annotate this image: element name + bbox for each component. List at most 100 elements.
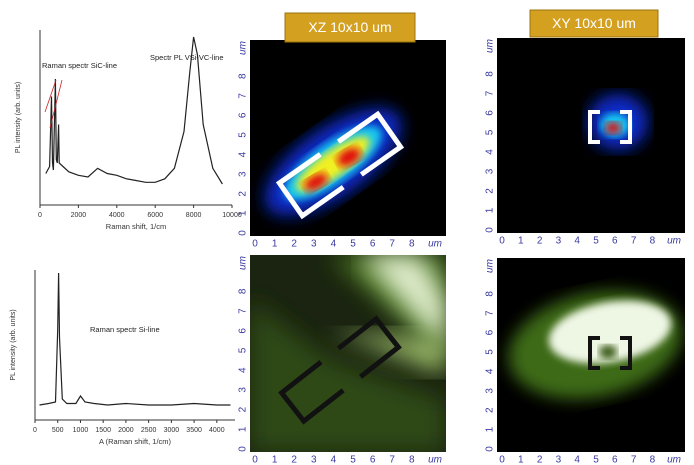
y-tick-label: 5 — [485, 349, 496, 355]
y-axis-label: PL intensity (arb. units) — [15, 82, 22, 153]
x-tick-label: 1 — [518, 455, 524, 465]
y-tick-label: 6 — [485, 329, 496, 335]
x-tick-label: 8 — [409, 239, 415, 250]
x-tick-label: 2 — [291, 239, 297, 250]
y-tick-label: 8 — [485, 291, 496, 297]
x-tick-label: 6000 — [147, 212, 163, 219]
x-axis-label: A (Raman shift, 1/cm) — [99, 437, 172, 446]
x-tick-label: 4 — [574, 455, 580, 465]
x-tick-label: 2000 — [118, 427, 134, 434]
y-tick-label: 8 — [238, 73, 249, 79]
x-tick-label: 3 — [556, 236, 562, 247]
x-tick-label: 4 — [331, 239, 337, 250]
x-tick-label: 1 — [518, 236, 524, 247]
y-tick-label: 7 — [238, 93, 249, 99]
y-axis-label: um — [485, 39, 496, 53]
x-tick-label: 0 — [38, 212, 42, 219]
y-tick-label: 4 — [485, 368, 496, 374]
y-tick-label: 2 — [485, 407, 496, 413]
y-tick-label: 2 — [485, 188, 496, 194]
x-tick-label: 3 — [311, 239, 317, 250]
y-tick-label: 0 — [485, 227, 496, 233]
panel-title: XZ 10x10 um — [308, 19, 391, 35]
x-tick-label: 3500 — [186, 427, 202, 434]
y-tick-label: 8 — [485, 71, 496, 77]
y-tick-label: 1 — [238, 426, 249, 432]
y-tick-label: 7 — [485, 310, 496, 316]
xz-pl-map — [248, 40, 446, 236]
x-tick-label: 5 — [350, 239, 356, 250]
figure: 0200040006000800010000Raman shift, 1/cmP… — [0, 0, 694, 465]
x-tick-label: 500 — [52, 427, 64, 434]
x-axis-label: um — [428, 455, 442, 465]
x-tick-label: 5 — [593, 455, 599, 465]
x-tick-label: 1000 — [73, 427, 89, 434]
xz-raman-map — [250, 255, 446, 452]
annotation: Raman spectr Si-line — [90, 325, 160, 334]
y-tick-label: 6 — [238, 112, 249, 118]
x-tick-label: 7 — [389, 239, 395, 250]
x-tick-label: 4000 — [209, 427, 225, 434]
spectrum-line — [40, 273, 231, 405]
y-tick-label: 0 — [485, 446, 496, 452]
y-tick-label: 6 — [485, 110, 496, 116]
x-tick-label: 6 — [612, 236, 618, 247]
panel-title: XY 10x10 um — [552, 15, 636, 31]
x-tick-label: 3000 — [164, 427, 180, 434]
xy-raman-map — [497, 258, 692, 452]
y-axis-label: um — [485, 259, 496, 273]
y-tick-label: 1 — [238, 210, 249, 216]
x-tick-label: 4000 — [109, 212, 125, 219]
x-tick-label: 2000 — [71, 212, 87, 219]
x-tick-label: 6 — [370, 455, 376, 465]
y-tick-label: 5 — [238, 132, 249, 138]
xy-pl-map — [497, 38, 685, 233]
x-axis-label: Raman shift, 1/cm — [106, 222, 166, 231]
x-axis-label: um — [667, 236, 681, 247]
y-tick-label: 7 — [485, 90, 496, 96]
y-tick-label: 7 — [238, 308, 249, 314]
annotation: Spectr PL VSi-VC-line — [150, 53, 224, 62]
x-tick-label: 0 — [499, 455, 505, 465]
x-tick-label: 4 — [574, 236, 580, 247]
x-tick-label: 7 — [389, 455, 395, 465]
x-tick-label: 2 — [537, 236, 543, 247]
y-tick-label: 0 — [238, 230, 249, 236]
x-tick-label: 7 — [631, 455, 637, 465]
y-tick-label: 3 — [485, 168, 496, 174]
y-tick-label: 8 — [238, 288, 249, 294]
x-tick-label: 2500 — [141, 427, 157, 434]
x-axis-label: um — [667, 455, 681, 465]
y-axis-label: um — [238, 256, 249, 270]
y-tick-label: 1 — [485, 426, 496, 432]
x-axis-label: um — [428, 239, 442, 250]
y-tick-label: 4 — [238, 367, 249, 373]
y-tick-label: 0 — [238, 446, 249, 452]
y-tick-label: 4 — [238, 151, 249, 157]
x-tick-label: 8 — [409, 455, 415, 465]
y-axis-label: PL intensity (arb. units) — [10, 309, 17, 380]
x-tick-label: 1 — [272, 455, 278, 465]
x-tick-label: 8 — [650, 455, 656, 465]
y-tick-label: 3 — [238, 171, 249, 177]
y-tick-label: 5 — [238, 347, 249, 353]
x-tick-label: 2 — [291, 455, 297, 465]
x-tick-label: 3 — [556, 455, 562, 465]
annotation: Raman spectr SiC-line — [42, 61, 117, 70]
x-tick-label: 1 — [272, 239, 278, 250]
y-tick-label: 2 — [238, 406, 249, 412]
x-tick-label: 1500 — [95, 427, 111, 434]
y-tick-label: 3 — [238, 387, 249, 393]
x-tick-label: 6 — [612, 455, 618, 465]
y-tick-label: 6 — [238, 328, 249, 334]
y-tick-label: 3 — [485, 388, 496, 394]
x-tick-label: 8000 — [186, 212, 202, 219]
x-tick-label: 0 — [499, 236, 505, 247]
x-tick-label: 6 — [370, 239, 376, 250]
x-tick-label: 5 — [593, 236, 599, 247]
x-tick-label: 8 — [650, 236, 656, 247]
y-tick-label: 1 — [485, 207, 496, 213]
x-tick-label: 4 — [331, 455, 337, 465]
y-axis-label: um — [238, 41, 249, 55]
x-tick-label: 0 — [252, 455, 258, 465]
